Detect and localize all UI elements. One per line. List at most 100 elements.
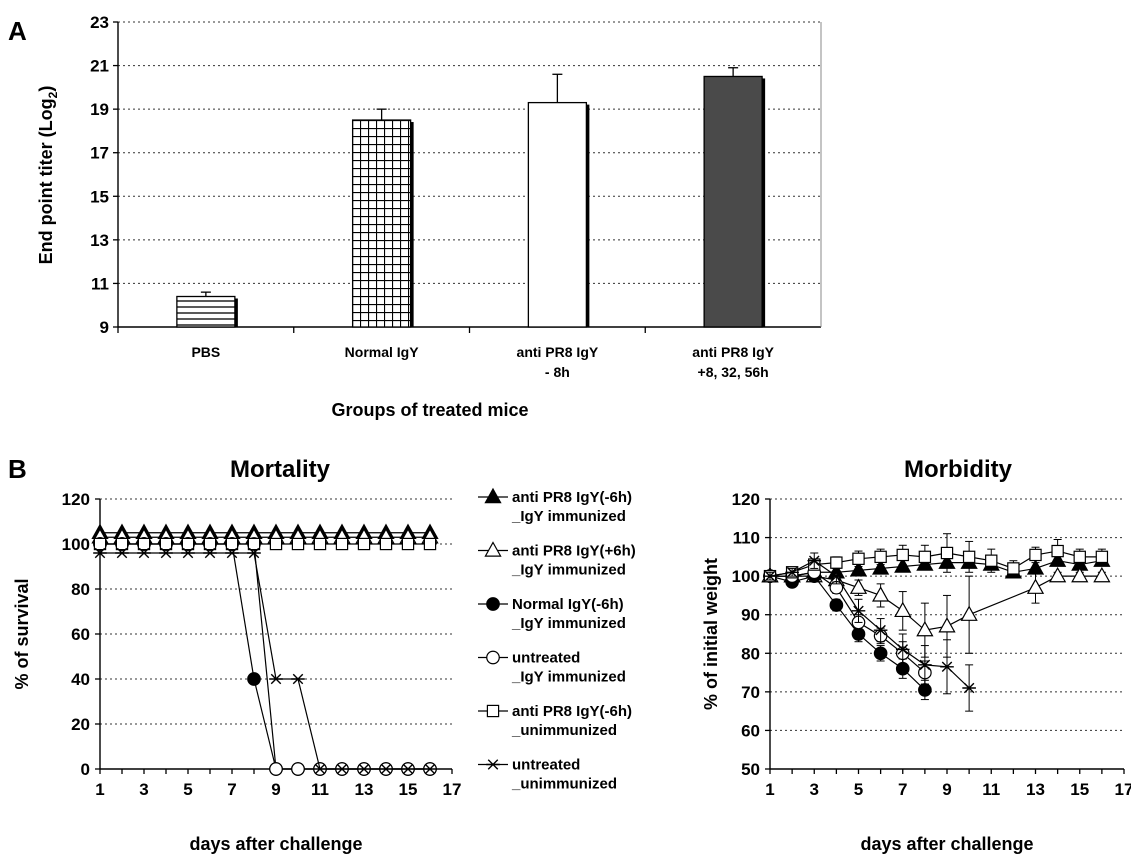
data-point: [291, 673, 305, 685]
data-point: [1093, 566, 1111, 583]
data-point: [896, 548, 909, 562]
data-point: [203, 547, 217, 559]
data-point: [247, 537, 261, 551]
series-4: [93, 537, 437, 776]
data-point: [849, 561, 868, 577]
chart-title: Morbidity: [904, 456, 1013, 483]
series-line: [100, 552, 430, 770]
y-axis-title: % of initial weight: [701, 558, 721, 710]
data-point: [247, 547, 261, 559]
data-point: [379, 763, 393, 775]
y-tick-label: 80: [71, 580, 90, 599]
x-tick-label: 7: [227, 780, 236, 799]
legend-marker: [486, 597, 500, 611]
legend-label: _IgY immunized: [511, 615, 626, 632]
series-5: [93, 537, 437, 551]
legend-marker: [486, 650, 500, 665]
y-tick-label: 11: [91, 274, 109, 293]
data-point: [335, 763, 349, 775]
data-point: [379, 537, 393, 551]
data-point: [852, 552, 865, 565]
data-point: [872, 586, 890, 602]
data-point: [1026, 578, 1045, 594]
data-point: [940, 661, 954, 673]
data-point: [1029, 548, 1042, 562]
data-point: [873, 624, 888, 636]
y-axis-title-sub: 2: [46, 91, 60, 98]
data-point: [1071, 566, 1089, 583]
y-tick-label: 20: [71, 715, 90, 734]
data-point: [137, 537, 151, 551]
data-point: [423, 763, 437, 775]
data-point: [269, 537, 283, 551]
bar: [176, 295, 236, 328]
y-tick-label: 60: [71, 625, 90, 644]
y-tick-label: 23: [90, 13, 109, 32]
data-point: [93, 537, 107, 551]
series-line: [769, 560, 970, 689]
x-axis-title: Groups of treated mice: [331, 400, 528, 420]
legend-marker: [486, 759, 500, 770]
x-tick-label: 1: [95, 780, 104, 799]
legend-label: untreated: [512, 650, 580, 667]
data-point: [181, 547, 195, 559]
bar: [351, 119, 412, 328]
data-point: [1051, 544, 1064, 558]
data-point: [247, 672, 261, 686]
data-point: [313, 763, 327, 775]
y-tick-label: 17: [90, 144, 109, 163]
data-point: [1049, 566, 1067, 583]
data-point: [894, 557, 912, 573]
legend-label: _IgY immunized: [511, 562, 626, 579]
legend-label: anti PR8 IgY(+6h): [512, 543, 636, 560]
legend-label: _IgY immunized: [511, 669, 626, 686]
data-point: [829, 598, 844, 612]
x-tick-label: 5: [854, 780, 863, 799]
y-tick-label: 0: [81, 760, 90, 779]
data-point: [291, 762, 305, 776]
x-tick-label: 13: [1026, 780, 1045, 799]
x-category-label: +8, 32, 56h: [698, 364, 769, 380]
y-tick-label: 90: [741, 606, 760, 625]
x-category-label: PBS: [191, 344, 220, 360]
data-point: [918, 659, 932, 671]
x-tick-label: 3: [810, 780, 819, 799]
legend-label: anti PR8 IgY(-6h): [512, 489, 632, 506]
data-point: [357, 537, 371, 551]
legend-item: untreated _IgY immunized: [478, 650, 626, 686]
bar-chart-titer: 9 11 13 15 17 19 21 23 PBS Normal IgY anti PR8 IgY…: [36, 13, 822, 420]
x-category-label: - 8h: [545, 364, 570, 380]
legend-label: Normal IgY(-6h): [512, 596, 624, 613]
data-point: [873, 646, 888, 661]
y-tick-label: 70: [741, 683, 760, 702]
y-tick-label: 80: [741, 644, 760, 663]
data-point: [785, 567, 799, 578]
y-tick-label: 50: [741, 760, 760, 779]
x-category-label: anti PR8 IgY: [517, 344, 599, 360]
data-point: [115, 547, 129, 559]
data-point: [225, 537, 239, 551]
y-tick-label: 13: [90, 231, 109, 250]
data-point: [423, 537, 437, 551]
data-point: [1007, 562, 1020, 575]
data-point: [894, 601, 912, 618]
data-point: [807, 555, 822, 566]
legend-marker: [484, 541, 502, 557]
x-tick-label: 1: [765, 780, 774, 799]
x-tick-label: 15: [399, 780, 418, 799]
data-point: [357, 763, 371, 775]
data-point: [830, 556, 843, 569]
y-tick-label: 21: [90, 57, 109, 76]
legend-item: Normal IgY(-6h) _IgY immunized: [478, 596, 626, 632]
data-point: [159, 537, 173, 551]
x-tick-label: 11: [311, 780, 329, 799]
data-point: [225, 547, 239, 559]
data-point: [916, 620, 934, 637]
data-point: [918, 683, 932, 697]
bar: [527, 101, 588, 328]
data-point: [203, 537, 217, 551]
legend-label: untreated: [512, 757, 580, 774]
data-point: [938, 617, 956, 633]
series-6: [763, 552, 976, 712]
